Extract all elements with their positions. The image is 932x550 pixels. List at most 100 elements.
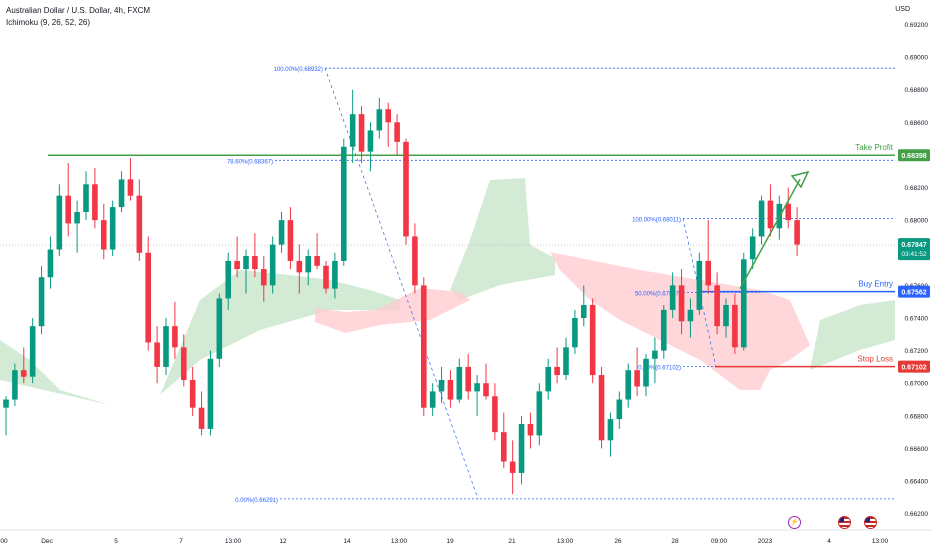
stop-loss-price-tag xyxy=(898,360,930,373)
candle-bearish xyxy=(198,391,205,436)
candle-body xyxy=(740,259,747,348)
lightning-icon[interactable]: ⚡ xyxy=(788,516,801,529)
candle-bullish xyxy=(456,358,463,403)
candle-bullish xyxy=(278,212,285,253)
candle-body xyxy=(100,220,107,250)
candle-bullish xyxy=(625,363,632,408)
candle-body xyxy=(447,379,454,400)
candle-body xyxy=(616,399,623,420)
candle-body xyxy=(47,249,54,278)
candle-bearish xyxy=(260,256,267,302)
candle-body xyxy=(509,461,516,473)
time-tick-label: 28 xyxy=(671,538,679,545)
cloud-bullish-1 xyxy=(0,270,400,405)
candle-body xyxy=(492,396,498,433)
candle-bullish xyxy=(367,122,374,172)
us-flag-icon[interactable] xyxy=(838,516,851,529)
candle-bullish xyxy=(225,252,232,310)
candle-body xyxy=(643,358,649,387)
candle-bearish xyxy=(136,179,143,261)
candle-body xyxy=(536,391,543,436)
candle-body xyxy=(305,256,312,273)
candle-bearish xyxy=(492,383,498,441)
candle-body xyxy=(65,195,72,224)
candle-body xyxy=(296,260,303,273)
candle-bullish xyxy=(749,228,756,270)
candle-bearish xyxy=(465,353,472,400)
candle-bearish xyxy=(189,366,196,416)
candle-bearish xyxy=(145,236,152,351)
time-tick-label: 13:00 xyxy=(557,538,574,545)
candle-body xyxy=(420,285,427,408)
candle-bullish xyxy=(536,383,543,446)
symbol-title[interactable]: Australian Dollar / U.S. Dollar, 4h, FXC… xyxy=(6,6,151,15)
time-tick-label: 00 xyxy=(0,538,8,545)
candle-bearish xyxy=(420,277,427,416)
candle-body xyxy=(598,375,605,441)
price-axis[interactable]: 0.692000.690000.688000.686000.684000.682… xyxy=(896,0,932,530)
price-tick-label: 0.66600 xyxy=(905,446,929,453)
candle-body xyxy=(385,109,392,123)
trade-levels: Take Profit Buy Entry Stop Loss xyxy=(0,143,895,368)
candle-body xyxy=(474,383,480,392)
candle-body xyxy=(678,285,685,322)
candle-body xyxy=(29,326,36,377)
candle-bearish xyxy=(385,102,392,147)
candle-body xyxy=(56,195,63,250)
fib-level-label: 78.60%(0.68367) xyxy=(227,159,273,165)
candle-bullish xyxy=(109,200,116,257)
candle-body xyxy=(189,379,196,408)
candle-bullish xyxy=(305,249,312,286)
candle-body xyxy=(403,141,409,237)
arrow-head-icon xyxy=(790,170,810,189)
candle-body xyxy=(554,366,560,376)
candle-body xyxy=(527,424,534,436)
price-axis-bg xyxy=(896,0,932,530)
fib-level-label: 100.00%(0.68011) xyxy=(632,217,681,223)
candle-body xyxy=(376,109,383,131)
candle-bullish xyxy=(29,318,36,384)
candle-body xyxy=(394,122,400,142)
time-axis[interactable]: 00 Dec 5 7 13:00 12 14 13:00 19 21 13:00 26 28 09:00 2… xyxy=(0,529,932,545)
candle-bearish xyxy=(634,347,640,397)
time-tick-label: 19 xyxy=(446,538,454,545)
candle-bearish xyxy=(412,223,418,294)
candle-bullish xyxy=(669,272,676,318)
candle-body xyxy=(118,179,125,208)
candle-bullish xyxy=(607,412,614,457)
current-price-tag xyxy=(898,238,930,261)
candle-body xyxy=(92,184,98,221)
candle-bearish xyxy=(394,114,400,155)
buy-entry-price-text: 0.67562 xyxy=(901,290,926,297)
time-tick-label: Dec xyxy=(41,538,53,545)
fib-level-label: 100.00%(0.68932) xyxy=(274,67,323,73)
cloud-bullish-2 xyxy=(450,178,555,300)
us-flag-icon[interactable] xyxy=(864,516,877,529)
price-tick-label: 0.69000 xyxy=(905,55,929,62)
candle-body xyxy=(172,326,178,348)
candle-bearish xyxy=(252,233,258,278)
candle-bullish xyxy=(118,171,125,212)
candle-bearish xyxy=(785,187,792,229)
candle-bearish xyxy=(732,293,738,354)
candle-bullish xyxy=(474,375,480,416)
candle-bullish xyxy=(349,89,356,164)
fibonacci-retracements: 100.00%(0.68932) 78.60%(0.68367) 0.00%(0.6… xyxy=(227,67,895,504)
candle-bearish xyxy=(483,363,489,400)
candle-body xyxy=(260,269,267,286)
candle-body xyxy=(269,244,276,286)
price-tick-label: 0.68600 xyxy=(905,120,929,127)
candle-bullish xyxy=(723,298,729,338)
fib-level-label: 0.00%(0.67102) xyxy=(638,366,681,372)
candle-bullish xyxy=(38,265,45,335)
candle-body xyxy=(705,260,712,286)
candle-body xyxy=(154,342,160,367)
time-tick-label: 26 xyxy=(614,538,622,545)
candle-bullish xyxy=(696,252,703,315)
candle-body xyxy=(438,379,445,392)
candle-body xyxy=(145,252,152,343)
indicator-legend[interactable]: Ichimoku (9, 26, 52, 26) xyxy=(6,18,91,27)
annotations xyxy=(739,170,810,290)
candle-body xyxy=(38,277,45,327)
